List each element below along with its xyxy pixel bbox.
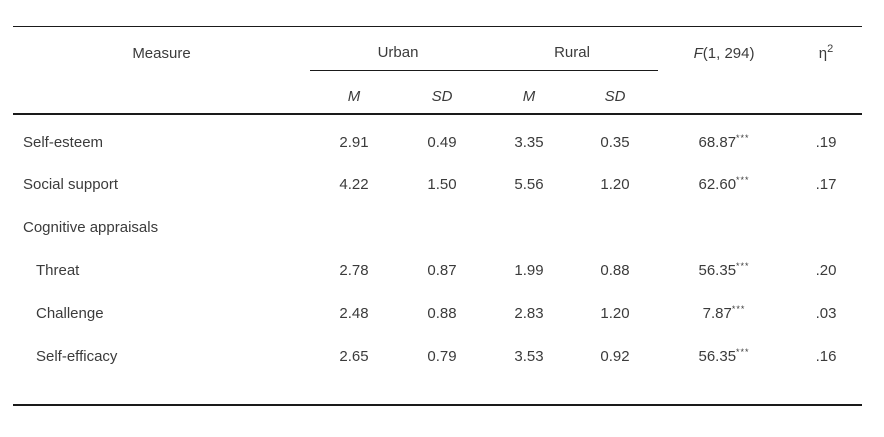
rural-mean-header: M (486, 70, 573, 115)
row-label: Threat (36, 262, 80, 279)
rural-mean-cell: 1.99 (514, 262, 544, 279)
rural-mean-cell: 3.53 (514, 348, 544, 365)
urban-sd-cell: 1.50 (427, 176, 457, 193)
significance-stars: *** (731, 304, 746, 314)
eta-squared-cell: .16 (815, 348, 837, 365)
rural-group-header: Rural (486, 26, 659, 71)
table-row-self-efficacy: Self-efficacy 2.65 0.79 3.53 0.92 56.35*… (13, 329, 862, 372)
urban-mean-cell: 2.78 (339, 262, 369, 279)
significance-stars: *** (736, 347, 750, 357)
rural-sd-cell: 1.20 (600, 176, 630, 193)
f-value-cell: 56.35*** (658, 329, 790, 372)
table-row-threat: Threat 2.78 0.87 1.99 0.88 56.35*** .20 (13, 243, 862, 286)
rural-mean-cell: 5.56 (514, 176, 544, 193)
urban-sd-cell: 0.87 (427, 262, 457, 279)
row-label: Social support (23, 176, 119, 193)
f-degrees-of-freedom: (1, 294) (702, 45, 755, 62)
eta-squared-cell: .20 (815, 262, 837, 279)
anova-results-table: Measure Urban Rural F(1, 294) η2 M SD M … (13, 26, 863, 406)
urban-mean-cell: 2.65 (339, 348, 369, 365)
urban-sd-header: SD (398, 70, 487, 115)
eta-symbol: η (818, 45, 828, 62)
f-value: 7.87 (702, 305, 732, 322)
eta-squared-cell: .17 (815, 176, 837, 193)
f-value-cell: 56.35*** (658, 243, 790, 286)
urban-sd-cell: 0.79 (427, 348, 457, 365)
f-value: 62.60 (698, 176, 737, 193)
table-row-social-support: Social support 4.22 1.50 5.56 1.20 62.60… (13, 157, 862, 200)
table-row-self-esteem: Self-esteem 2.91 0.49 3.35 0.35 68.87***… (13, 114, 862, 157)
stat-header-row: M SD M SD (13, 70, 862, 115)
rural-sd-cell: 0.88 (600, 262, 630, 279)
f-symbol: F (693, 45, 703, 62)
f-value-cell: 7.87*** (658, 286, 790, 329)
f-value: 68.87 (698, 133, 737, 151)
f-value: 56.35 (698, 348, 737, 365)
urban-mean-header: M (310, 70, 398, 115)
significance-stars: *** (736, 261, 750, 271)
significance-stars: *** (736, 132, 750, 143)
f-value: 56.35 (698, 262, 737, 279)
urban-mean-cell: 4.22 (339, 176, 369, 193)
rural-mean-cell: 3.35 (514, 133, 544, 151)
eta-squared-cell: .03 (815, 305, 837, 322)
urban-sd-cell: 0.49 (427, 133, 457, 151)
group-header-row: Measure Urban Rural F(1, 294) η2 (13, 26, 863, 115)
eta-squared-cell: .19 (815, 133, 837, 151)
urban-sd-cell: 0.88 (427, 305, 457, 322)
measure-column-header: Measure (13, 26, 310, 115)
rural-sd-cell: 0.92 (600, 348, 630, 365)
eta-exponent: 2 (827, 43, 834, 55)
row-label: Challenge (36, 305, 104, 322)
section-label: Cognitive appraisals (23, 219, 159, 236)
rural-sd-cell: 1.20 (600, 305, 630, 322)
bottom-rule-spacer (13, 371, 863, 406)
table-row-challenge: Challenge 2.48 0.88 2.83 1.20 7.87*** .0… (13, 286, 862, 329)
urban-group-header: Urban (310, 26, 487, 71)
rural-sd-header: SD (572, 70, 659, 115)
f-value-cell: 62.60*** (658, 157, 790, 200)
f-value-cell: 68.87*** (658, 114, 790, 157)
section-row-cognitive-appraisals: Cognitive appraisals (13, 200, 862, 243)
bottom-rule (13, 371, 863, 406)
significance-stars: *** (736, 175, 750, 185)
urban-mean-cell: 2.48 (339, 305, 369, 322)
urban-mean-cell: 2.91 (339, 133, 369, 151)
f-statistic-header: F(1, 294) (658, 26, 791, 115)
eta-squared-header: η2 (790, 26, 863, 115)
rural-mean-cell: 2.83 (514, 305, 544, 322)
row-label: Self-efficacy (36, 348, 118, 365)
row-label: Self-esteem (23, 133, 104, 151)
rural-sd-cell: 0.35 (600, 133, 630, 151)
